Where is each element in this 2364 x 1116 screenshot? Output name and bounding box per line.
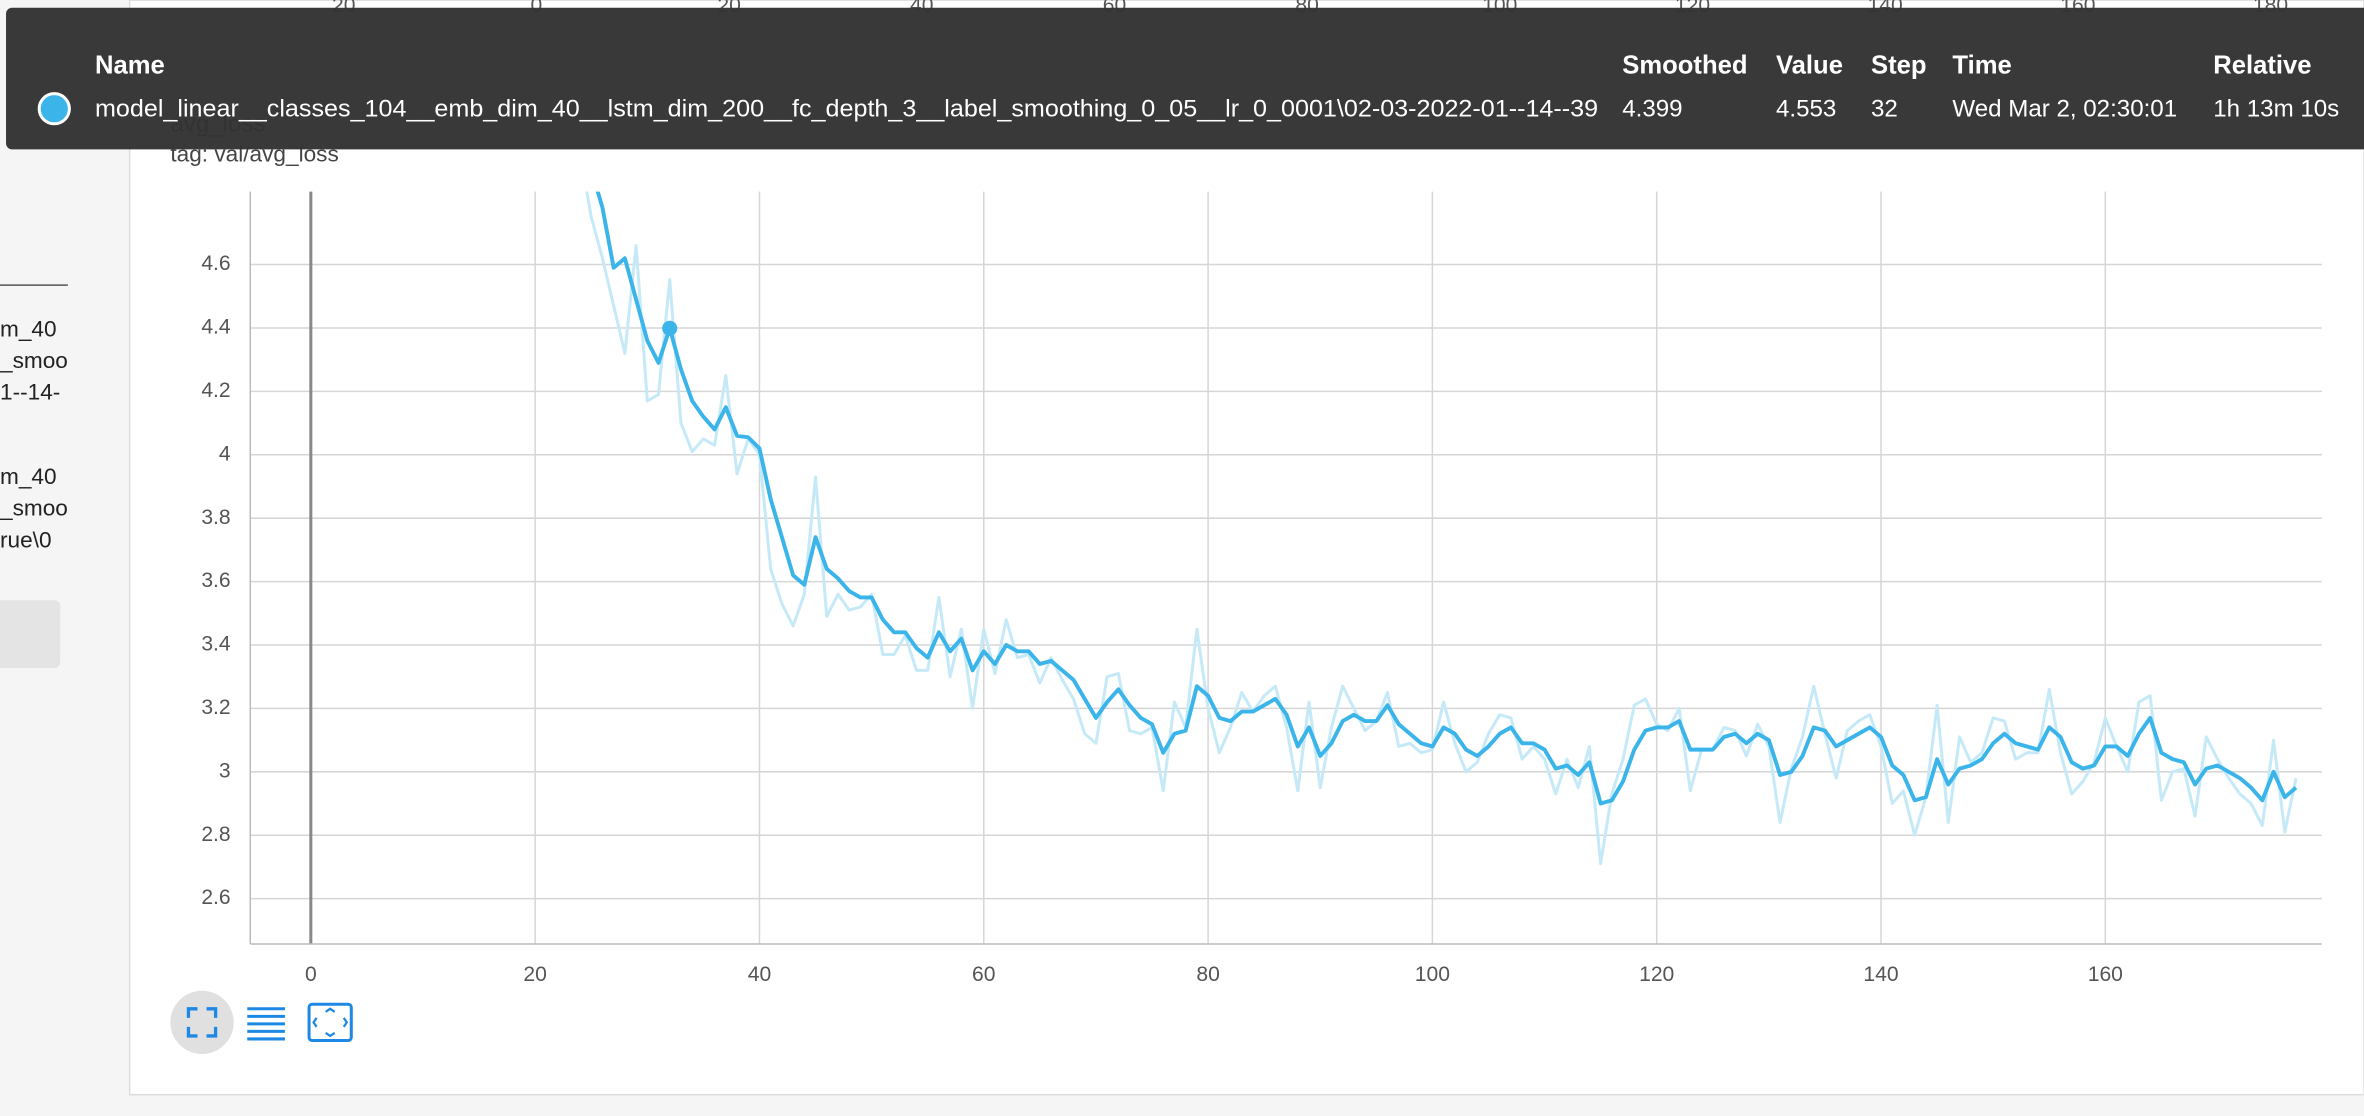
smoothed-value: 4.399 bbox=[1622, 96, 1682, 123]
step-value: 32 bbox=[1871, 96, 1898, 123]
tooltip-header: Value bbox=[1776, 51, 1843, 79]
tooltip-header: Name bbox=[95, 51, 165, 79]
fit-domain-icon bbox=[312, 1007, 349, 1038]
fit-domain-button[interactable] bbox=[307, 1002, 353, 1042]
tooltip-header: Smoothed bbox=[1622, 51, 1747, 79]
series-group bbox=[585, 191, 2298, 866]
tooltip-header: Relative bbox=[2213, 51, 2311, 79]
card bbox=[128, 0, 2364, 1096]
tooltip: Name Smoothed Value Step Time Relative m… bbox=[6, 7, 2364, 150]
x-tick-label: 60 bbox=[972, 963, 995, 986]
series-line bbox=[595, 191, 2298, 806]
x-tick-label: 140 bbox=[1863, 963, 1898, 986]
sidebar-text: m_40 bbox=[0, 316, 57, 341]
tooltip-header: Time bbox=[1952, 51, 2011, 79]
sidebar-text: m_40 bbox=[0, 464, 57, 489]
fullscreen-icon bbox=[186, 1007, 218, 1038]
run-color bbox=[37, 92, 71, 126]
y-tick-label: 2.6 bbox=[201, 886, 230, 909]
y-tick-label: 3.6 bbox=[201, 569, 230, 592]
y-tick-label: 4.2 bbox=[201, 379, 230, 402]
y-tick-label: 3.2 bbox=[201, 696, 230, 719]
y-tick-label: 4 bbox=[219, 442, 231, 465]
fullscreen-button[interactable] bbox=[170, 990, 234, 1055]
x-tick-label: 100 bbox=[1415, 963, 1450, 986]
tooltip-box bbox=[6, 7, 2364, 150]
sidebar-text: _smoo bbox=[0, 348, 68, 373]
x-tick-label: 80 bbox=[1196, 963, 1219, 986]
plot: 2.6 2.8 3 3.2 3.4 3.6 3.8 4 4.2 4.4 4.6 0 20 40 60 80 10… bbox=[201, 191, 2322, 986]
x-tick-label: 160 bbox=[2088, 963, 2123, 986]
tooltip-header: Step bbox=[1871, 51, 1927, 79]
y-tick-label: 3.8 bbox=[201, 506, 230, 529]
log-scale-button[interactable] bbox=[247, 1007, 285, 1041]
x-tick-label: 0 bbox=[305, 963, 317, 986]
relative-value: 1h 13m 10s bbox=[2213, 96, 2339, 123]
run-name: model_linear__classes_104__emb_dim_40__l… bbox=[95, 96, 1598, 123]
x-tick-label: 20 bbox=[523, 963, 546, 986]
sidebar-text: 1--14- bbox=[0, 380, 60, 405]
sidebar-button[interactable] bbox=[0, 600, 61, 669]
y-tick-label: 4.4 bbox=[201, 316, 231, 339]
y-tick-label: 4.6 bbox=[201, 252, 230, 275]
sidebar-text: rue\0 bbox=[0, 527, 52, 552]
x-tick-label: 120 bbox=[1639, 963, 1674, 986]
x-tick-label: 40 bbox=[748, 963, 771, 986]
sidebar-text: _smoo bbox=[0, 496, 68, 521]
y-tick-label: 3.4 bbox=[201, 633, 231, 656]
raw-value: 4.553 bbox=[1776, 96, 1836, 123]
y-tick-label: 2.8 bbox=[201, 823, 230, 846]
hover-point bbox=[662, 320, 678, 336]
toolbar bbox=[170, 990, 353, 1055]
time-value: Wed Mar 2, 02:30:01 bbox=[1952, 96, 2177, 123]
y-tick-label: 3 bbox=[219, 759, 231, 782]
